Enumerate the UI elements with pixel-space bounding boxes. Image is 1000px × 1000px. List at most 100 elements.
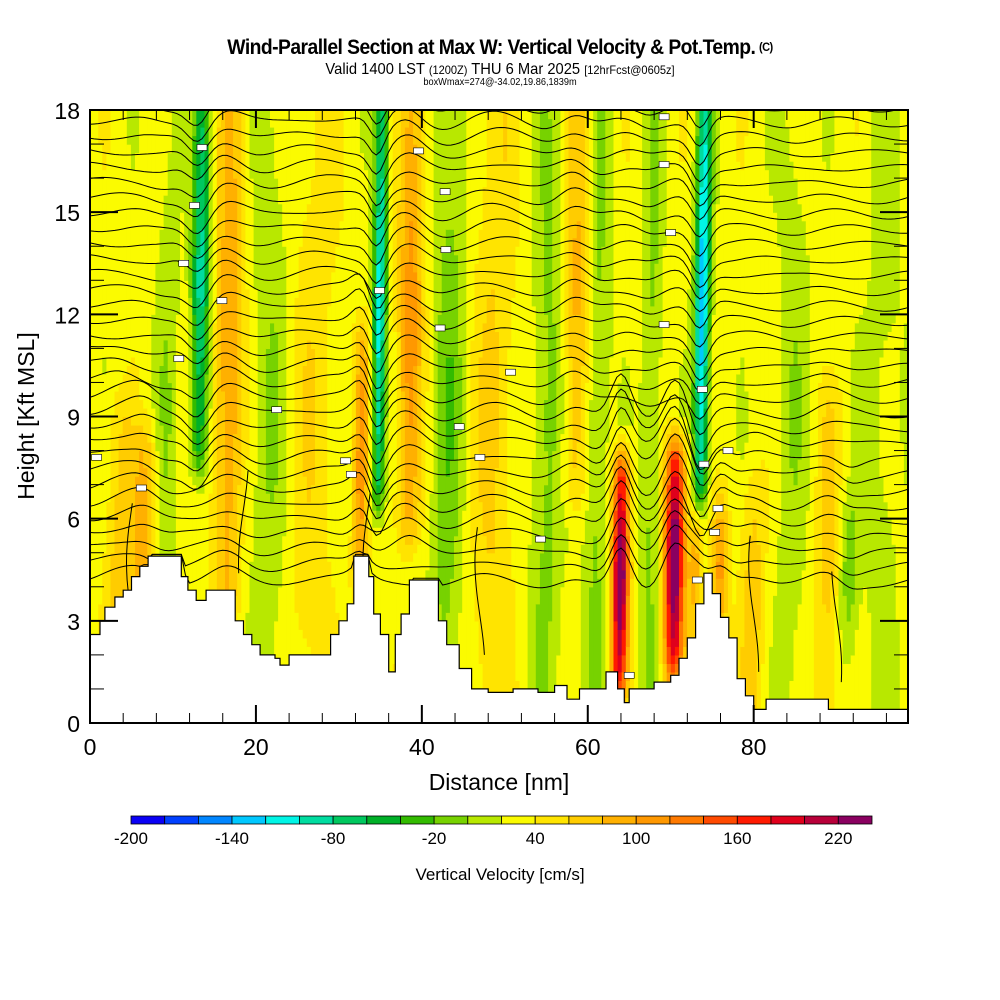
contour-label-marker [658, 321, 670, 328]
velocity-cell [764, 110, 770, 171]
theta-contour [90, 200, 908, 238]
velocity-cell [613, 535, 619, 562]
velocity-cell [98, 110, 103, 145]
velocity-cell [658, 356, 664, 460]
velocity-cell [629, 399, 635, 426]
velocity-cell [572, 510, 578, 716]
velocity-cell [208, 493, 214, 605]
velocity-cell [196, 450, 201, 469]
velocity-cell [376, 152, 381, 213]
velocity-cell [793, 629, 799, 715]
velocity-cell [736, 161, 741, 375]
velocity-cell [699, 186, 705, 239]
velocity-cell [646, 110, 651, 528]
velocity-cell [613, 442, 619, 452]
velocity-cell [838, 391, 844, 486]
velocity-cell [499, 110, 504, 707]
velocity-cell [355, 110, 361, 307]
velocity-cell [400, 561, 406, 630]
velocity-cell [846, 476, 852, 520]
velocity-cell [454, 110, 459, 256]
velocity-cell [163, 476, 169, 571]
velocity-cell [270, 501, 275, 664]
title-text: Wind-Parallel Section at Max W: Vertical… [227, 36, 756, 59]
velocity-cell [666, 450, 672, 460]
velocity-cell [707, 271, 713, 332]
velocity-cell [715, 110, 721, 205]
colorbar-segment [568, 815, 604, 825]
velocity-cell [691, 484, 696, 503]
velocity-cell [106, 152, 112, 503]
velocity-cell [151, 408, 156, 443]
velocity-cell [400, 391, 406, 537]
velocity-cell [773, 212, 778, 596]
velocity-cell [417, 544, 422, 596]
velocity-cell [135, 476, 140, 588]
velocity-cell [699, 493, 705, 503]
velocity-cell [544, 110, 549, 315]
plot-frame [89, 109, 909, 724]
contour-label-marker [722, 447, 734, 454]
velocity-cell [719, 476, 725, 494]
velocity-cell [212, 110, 218, 324]
velocity-cell [605, 442, 610, 690]
velocity-cell [609, 484, 615, 537]
velocity-cell [789, 110, 795, 162]
velocity-cell [850, 510, 856, 605]
velocity-cell [805, 254, 811, 511]
velocity-cell [858, 110, 864, 315]
velocity-cell [143, 110, 148, 409]
velocity-cell [752, 467, 758, 520]
velocity-cell [576, 442, 582, 511]
colorbar-tick-label: -20 [422, 829, 447, 848]
velocity-cell [679, 433, 684, 443]
velocity-cell [560, 433, 566, 503]
velocity-cell [613, 620, 619, 673]
velocity-cell [229, 110, 234, 511]
velocity-cell [351, 433, 357, 571]
colorbar-tick-label: -140 [215, 829, 249, 848]
velocity-cell [662, 637, 668, 664]
velocity-cell [658, 459, 664, 664]
velocity-cell [670, 110, 676, 418]
velocity-cell [470, 552, 476, 707]
velocity-cell [621, 459, 627, 469]
velocity-cell [867, 110, 872, 281]
x-tick-labels: 0 20 40 60 80 [84, 734, 767, 760]
x-axis-label: Distance [nm] [429, 769, 570, 795]
velocity-cell [777, 246, 782, 537]
velocity-cell [94, 110, 99, 647]
y-tick-label: 0 [67, 711, 80, 737]
velocity-cell [695, 510, 700, 520]
velocity-cell [130, 110, 136, 171]
velocity-cell [249, 561, 255, 647]
y-tick-label: 15 [54, 200, 80, 226]
velocity-cell [679, 459, 684, 477]
velocity-cell [699, 110, 705, 145]
velocity-cell [723, 110, 729, 477]
velocity-cell [184, 110, 189, 281]
velocity-cell [773, 110, 778, 213]
velocity-cell [539, 110, 545, 205]
velocity-cell [253, 484, 259, 664]
contour-label-marker [658, 161, 670, 168]
velocity-cell [200, 127, 206, 230]
velocity-cell [192, 314, 197, 452]
velocity-cell [126, 365, 132, 418]
velocity-cell [425, 391, 431, 571]
velocity-cell [175, 110, 181, 315]
velocity-cell [740, 169, 745, 358]
velocity-cell [850, 348, 856, 511]
velocity-cell [711, 314, 717, 477]
contour-label-marker [173, 355, 185, 362]
velocity-cell [372, 501, 377, 511]
velocity-cell [380, 527, 386, 647]
velocity-cell [625, 450, 631, 460]
velocity-cell [372, 527, 377, 630]
velocity-cell [687, 518, 692, 562]
velocity-cell [310, 348, 316, 486]
velocity-cell [723, 476, 729, 511]
velocity-cell [621, 442, 627, 452]
theta-contour [90, 273, 908, 313]
velocity-cell [797, 603, 803, 716]
